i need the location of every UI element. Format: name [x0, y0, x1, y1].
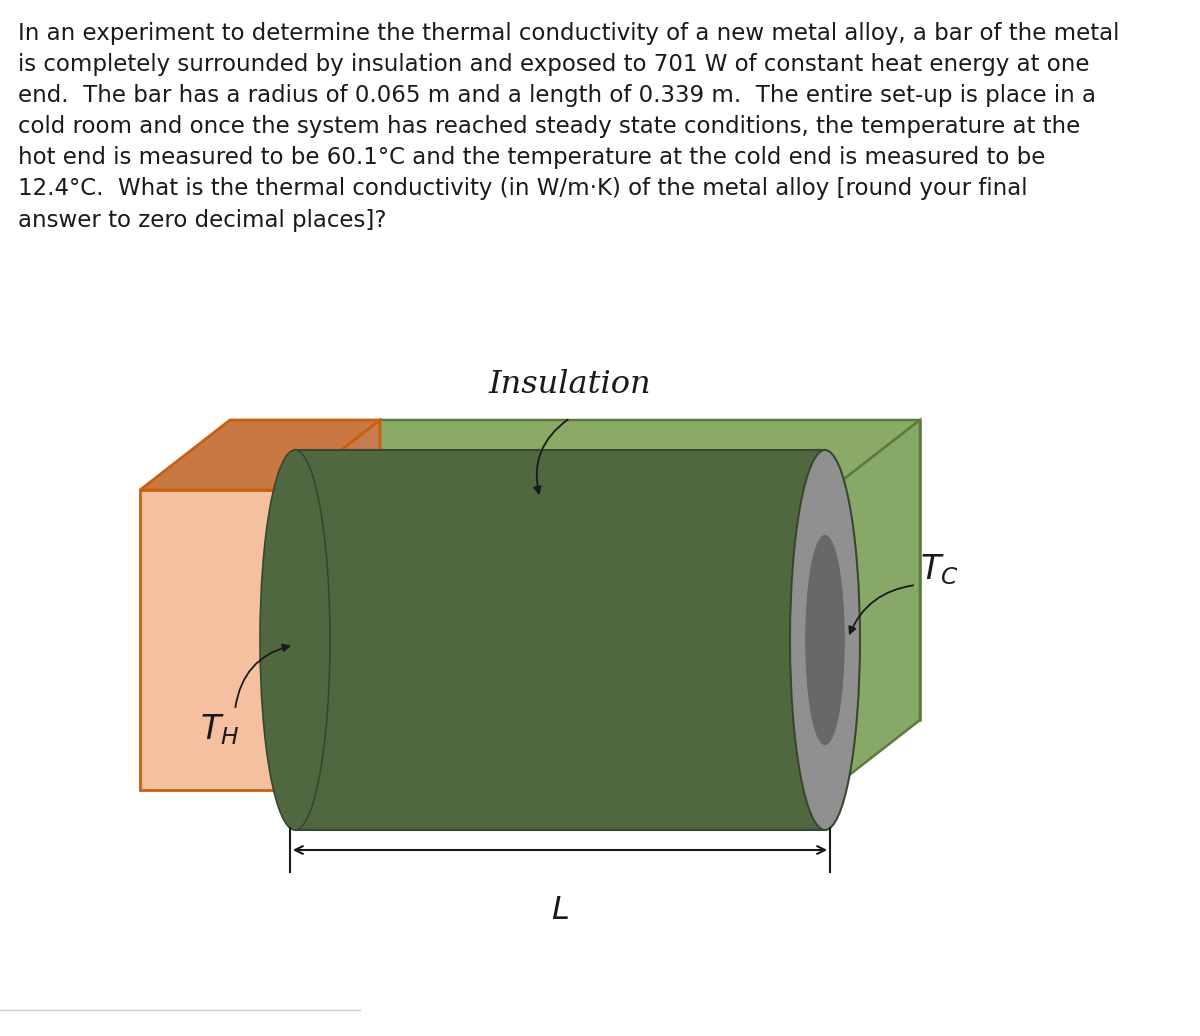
Polygon shape [290, 490, 830, 790]
Ellipse shape [805, 536, 845, 745]
FancyArrowPatch shape [235, 644, 289, 708]
Polygon shape [380, 420, 920, 720]
Polygon shape [290, 420, 920, 490]
Text: In an experiment to determine the thermal conductivity of a new metal alloy, a b: In an experiment to determine the therma… [18, 22, 1120, 232]
FancyArrowPatch shape [534, 420, 568, 493]
Polygon shape [140, 420, 380, 490]
Text: $T_H$: $T_H$ [200, 713, 239, 747]
Ellipse shape [790, 450, 860, 830]
Polygon shape [295, 450, 826, 830]
Text: Insulation: Insulation [488, 369, 652, 400]
Text: $L$: $L$ [551, 895, 569, 926]
Polygon shape [830, 420, 920, 790]
Ellipse shape [260, 450, 330, 830]
Polygon shape [140, 490, 290, 790]
Polygon shape [290, 420, 380, 790]
FancyArrowPatch shape [850, 585, 913, 634]
FancyArrowPatch shape [295, 846, 824, 854]
Text: $T_C$: $T_C$ [920, 552, 959, 587]
